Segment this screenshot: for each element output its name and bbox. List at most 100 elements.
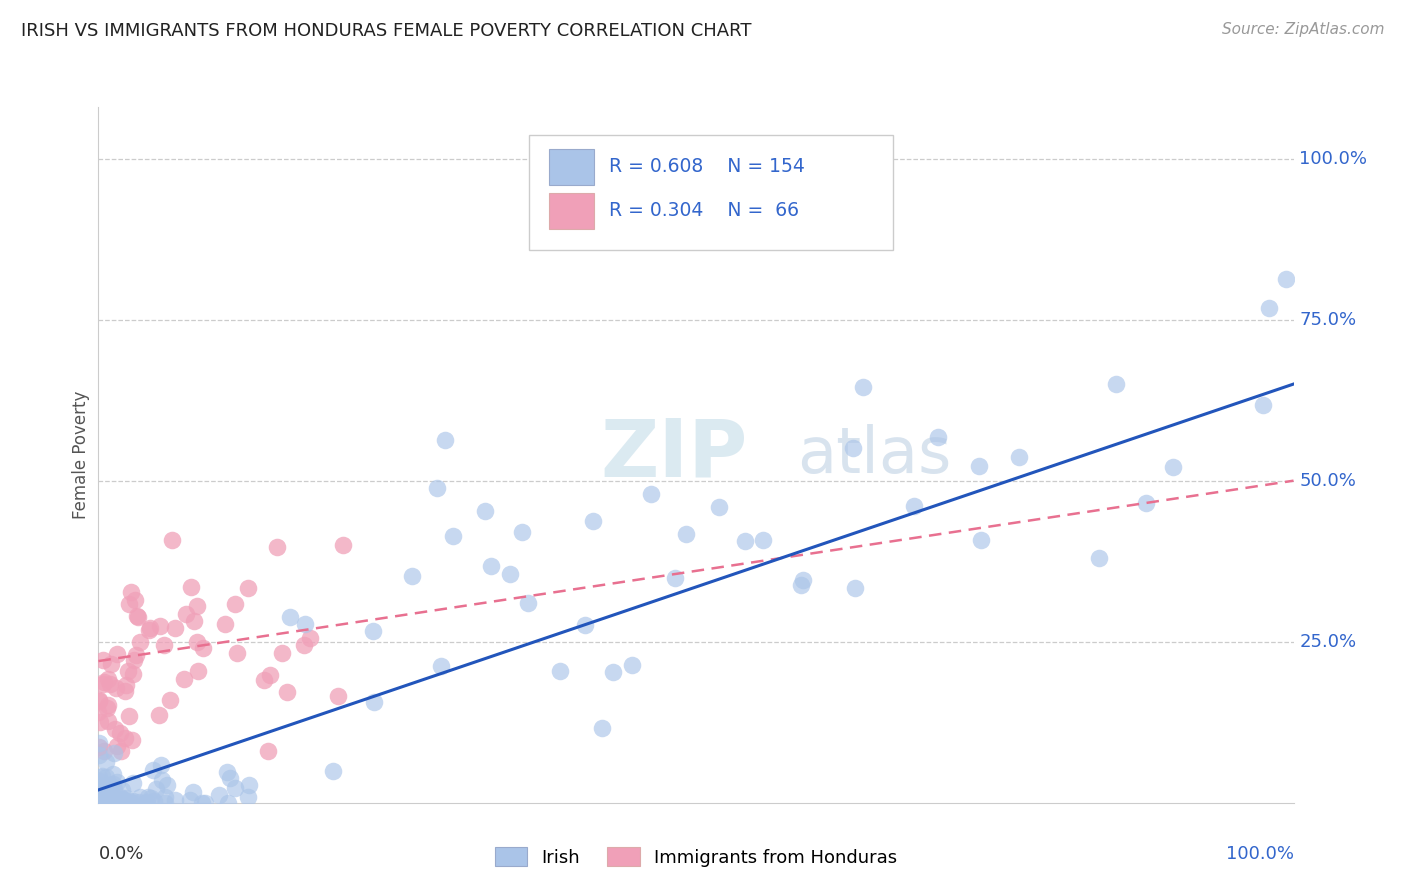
Point [675,527,697,541]
Point [115,791,138,805]
Point [292,638,315,652]
Point [91,791,114,805]
Point [121,733,143,747]
Point [93,796,115,810]
Point [141,791,163,805]
Point [97,698,120,712]
Point [299,631,322,645]
Point [179,793,201,807]
Bar [548,149,595,185]
Point [87,784,110,798]
Point [107,796,129,810]
Point [100,657,122,672]
Point [118,597,141,611]
Point [103,781,125,796]
FancyBboxPatch shape [529,135,893,250]
Point [270,646,292,660]
Point [1251,398,1274,412]
Point [664,571,686,585]
Point [134,796,156,810]
Text: IRISH VS IMMIGRANTS FROM HONDURAS FEMALE POVERTY CORRELATION CHART: IRISH VS IMMIGRANTS FROM HONDURAS FEMALE… [21,22,752,40]
Point [87,778,110,792]
Point [219,771,242,785]
Point [87,774,110,789]
Point [90,768,112,782]
Point [187,664,209,678]
Text: 75.0%: 75.0% [1299,310,1357,328]
Point [259,667,281,681]
Point [112,793,135,807]
Point [98,778,121,792]
Point [278,610,301,624]
Point [153,789,176,804]
Point [98,677,121,691]
Point [149,758,172,772]
Point [124,653,146,667]
Point [87,795,110,809]
Point [107,796,129,810]
Text: 100.0%: 100.0% [1299,150,1368,168]
Point [128,795,150,809]
Point [104,794,127,808]
Point [87,792,110,806]
Point [110,792,132,806]
Point [96,700,118,714]
Point [479,559,502,574]
Point [434,433,457,447]
Point [100,795,122,809]
Point [266,540,288,554]
Point [87,785,110,799]
Point [1088,551,1111,566]
Point [87,787,110,801]
Point [1105,377,1128,392]
Point [150,773,173,788]
Point [156,778,179,792]
Text: 0.0%: 0.0% [98,845,143,863]
Point [91,793,114,807]
Point [363,695,385,709]
Point [100,793,122,807]
Point [620,658,643,673]
Point [117,664,139,678]
Point [751,533,773,547]
Point [89,781,111,796]
Point [165,793,187,807]
Text: Source: ZipAtlas.com: Source: ZipAtlas.com [1222,22,1385,37]
Point [194,796,217,810]
Point [548,664,571,678]
Text: 100.0%: 100.0% [1226,845,1294,863]
Point [159,693,181,707]
Point [94,780,117,794]
Point [89,794,111,808]
Point [87,793,110,807]
Point [107,796,129,810]
Point [110,744,132,758]
Point [96,755,118,769]
Point [111,782,134,797]
Point [844,581,866,595]
Point [1135,496,1157,510]
Point [401,569,423,583]
Point [224,597,246,611]
Point [108,789,131,804]
Point [174,607,197,622]
Point [165,621,187,635]
Point [474,504,496,518]
Point [734,534,756,549]
Point [125,609,148,624]
Legend: Irish, Immigrants from Honduras: Irish, Immigrants from Honduras [488,840,904,874]
Point [89,789,111,803]
Point [181,784,204,798]
Point [225,646,247,660]
Point [173,672,195,686]
Point [574,618,596,632]
Point [842,441,865,455]
Point [96,778,118,792]
Point [87,795,110,809]
Point [110,795,132,809]
Point [87,735,110,749]
Point [160,533,183,548]
Point [103,796,125,810]
Point [120,795,142,809]
Text: atlas: atlas [797,424,952,486]
